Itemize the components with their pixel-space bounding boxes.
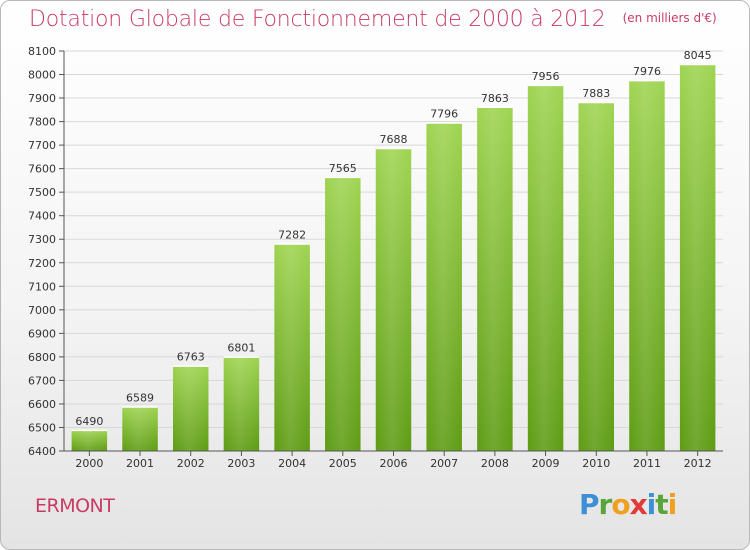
x-tick-label: 2006: [380, 457, 408, 470]
bar-highlight: [274, 243, 310, 451]
data-label: 7688: [380, 133, 408, 146]
bar-highlight: [578, 102, 615, 451]
y-tick-label: 7300: [28, 233, 56, 246]
data-label: 6801: [227, 342, 255, 355]
logo-letter: P: [579, 488, 600, 521]
proxiti-logo[interactable]: Proxiti: [579, 488, 678, 521]
bars: [71, 63, 716, 452]
x-tick-label: 2000: [75, 457, 103, 470]
x-tick-label: 2005: [329, 457, 357, 470]
y-tick-label: 8100: [28, 45, 56, 58]
data-labels: 6490 6589 6763 6801 7282 7565 7688 7796 7863 7956…: [75, 49, 711, 428]
data-label: 6490: [75, 415, 103, 428]
data-label: 7282: [278, 228, 306, 241]
logo-letter: o: [611, 488, 630, 521]
x-tick-label: 2003: [227, 457, 255, 470]
x-tick-label: 2012: [684, 457, 712, 470]
bar-highlight: [375, 147, 412, 452]
logo-letter: i: [646, 488, 657, 521]
data-label: 7956: [532, 70, 560, 83]
y-tick-label: 7800: [28, 116, 56, 129]
y-tick-label: 7100: [28, 280, 56, 293]
y-tick-label: 7900: [28, 92, 56, 105]
bar-highlight: [426, 122, 462, 451]
y-tick-label: 7000: [28, 304, 56, 317]
x-tick-label: 2008: [481, 457, 509, 470]
data-label: 7976: [633, 65, 661, 78]
y-tick-label: 6900: [28, 327, 56, 340]
bar-highlight: [172, 365, 209, 451]
chart-title: Dotation Globale de Fonctionnement de 20…: [29, 7, 717, 32]
bar-highlight: [325, 176, 361, 451]
x-tick-label: 2001: [126, 457, 154, 470]
data-label: 6763: [177, 351, 205, 364]
y-tick-label: 7700: [28, 139, 56, 152]
data-label: 8045: [684, 49, 712, 62]
logo-letter: t: [655, 488, 668, 521]
x-tick-label: 2007: [430, 457, 458, 470]
x-tick-label: 2010: [582, 457, 610, 470]
bar-highlight: [679, 63, 716, 452]
title-text: Dotation Globale de Fonctionnement de 20…: [29, 7, 606, 32]
x-tick-label: 2009: [532, 457, 560, 470]
bar-highlight: [629, 80, 665, 452]
bar-highlight: [71, 429, 108, 451]
y-tick-label: 8000: [28, 69, 56, 82]
y-tick-label: 7400: [28, 210, 56, 223]
bar-highlight: [122, 406, 158, 451]
bar-highlight: [223, 356, 260, 451]
data-label: 7565: [329, 162, 357, 175]
bar-highlight: [477, 106, 513, 451]
bar-highlight: [527, 84, 564, 451]
y-tick-label: 6700: [28, 374, 56, 387]
x-axis: 2000 2001 2002 2003 2004 2005 2006 2007 2008 2009…: [64, 450, 723, 470]
y-tick-label: 7600: [28, 163, 56, 176]
y-axis: 6400 6500 6600 6700 6800 6900 7000 7100 7200 7300…: [28, 45, 65, 458]
x-tick-label: 2011: [633, 457, 661, 470]
logo-letter: i: [667, 488, 678, 521]
data-label: 7796: [430, 108, 458, 121]
y-tick-label: 6600: [28, 398, 56, 411]
y-tick-label: 6800: [28, 351, 56, 364]
y-tick-label: 7200: [28, 257, 56, 270]
logo-letter: x: [629, 488, 648, 521]
y-tick-label: 6400: [28, 445, 56, 458]
x-tick-label: 2004: [278, 457, 306, 470]
data-label: 6589: [126, 392, 154, 405]
commune-name: ERMONT: [35, 495, 115, 517]
x-tick-label: 2002: [177, 457, 205, 470]
data-label: 7883: [582, 87, 610, 100]
y-tick-label: 6500: [28, 421, 56, 434]
logo-letter: r: [598, 488, 613, 521]
y-tick-label: 7500: [28, 186, 56, 199]
data-label: 7863: [481, 92, 509, 105]
unit-label: (en milliers d'€): [622, 11, 717, 25]
